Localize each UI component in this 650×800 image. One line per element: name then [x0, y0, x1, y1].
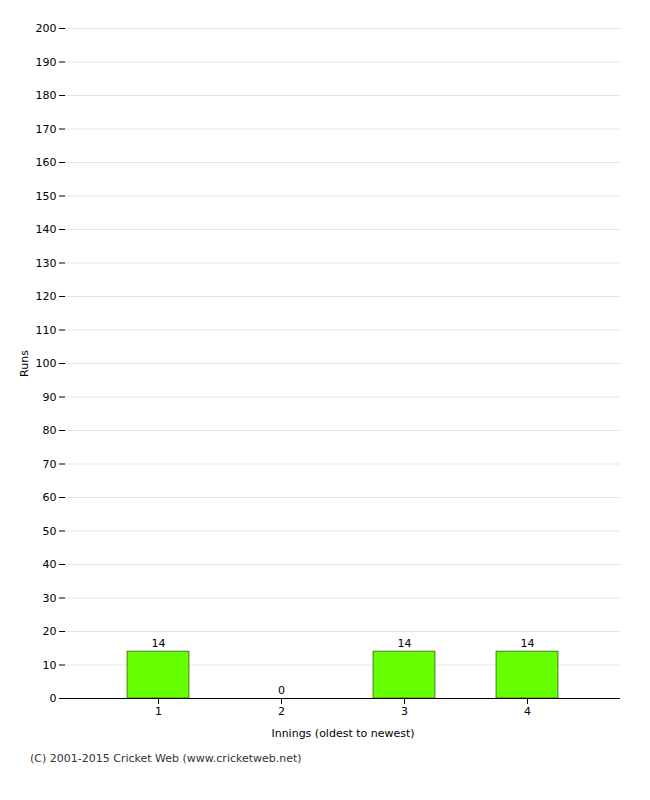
svg-text:180: 180 — [36, 89, 57, 102]
svg-text:Runs: Runs — [18, 350, 31, 377]
svg-text:100: 100 — [36, 357, 57, 370]
svg-text:150: 150 — [36, 190, 57, 203]
svg-text:4: 4 — [524, 705, 531, 718]
svg-text:60: 60 — [43, 491, 57, 504]
svg-text:170: 170 — [36, 123, 57, 136]
svg-text:3: 3 — [401, 705, 408, 718]
svg-text:20: 20 — [43, 625, 57, 638]
svg-text:70: 70 — [43, 458, 57, 471]
svg-text:50: 50 — [43, 525, 57, 538]
svg-text:140: 140 — [36, 223, 57, 236]
svg-text:200: 200 — [36, 22, 57, 35]
svg-text:14: 14 — [152, 637, 166, 650]
svg-text:10: 10 — [43, 659, 57, 672]
svg-text:40: 40 — [43, 558, 57, 571]
svg-text:160: 160 — [36, 156, 57, 169]
svg-text:120: 120 — [36, 290, 57, 303]
svg-text:190: 190 — [36, 56, 57, 69]
svg-text:110: 110 — [36, 324, 57, 337]
svg-text:1: 1 — [155, 705, 162, 718]
html-text:(C) 2001-2015 Cricket Web (www: (C) 2001-2015 Cricket Web (www.cricketwe… — [30, 752, 302, 765]
svg-text:130: 130 — [36, 257, 57, 270]
svg-text:14: 14 — [398, 637, 412, 650]
svg-text:Innings (oldest to newest): Innings (oldest to newest) — [271, 727, 414, 740]
svg-text:80: 80 — [43, 424, 57, 437]
svg-text:0: 0 — [278, 684, 285, 697]
svg-text:0: 0 — [50, 692, 57, 705]
svg-text:90: 90 — [43, 391, 57, 404]
svg-text:30: 30 — [43, 592, 57, 605]
svg-text:2: 2 — [278, 705, 285, 718]
svg-text:14: 14 — [521, 637, 535, 650]
